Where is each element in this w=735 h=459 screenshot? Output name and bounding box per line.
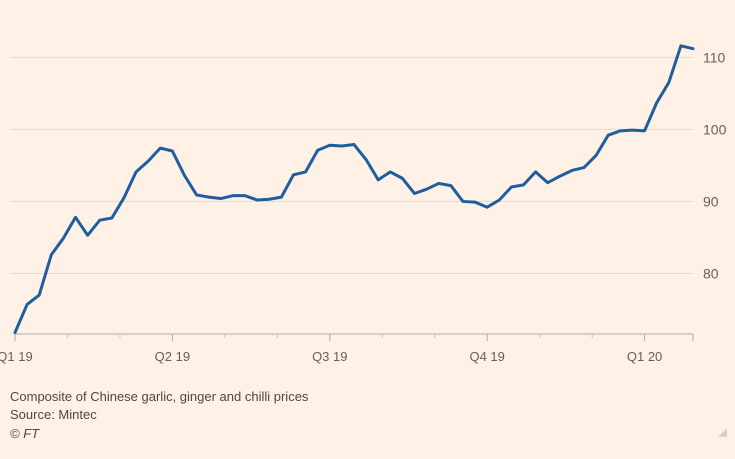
x-tick-label: Q1 19: [0, 349, 33, 364]
series-line: [13, 44, 695, 335]
series-layer: [13, 44, 695, 335]
x-tick-label: Q1 20: [627, 349, 662, 364]
chart-source: Source: Mintec: [10, 407, 97, 422]
chart-footnote: Composite of Chinese garlic, ginger and …: [10, 389, 309, 404]
resize-corner-icon: [718, 428, 727, 437]
line-chart: 80 90 100 110 Q1 19 Q2 19 Q3 19 Q4 19 Q1 20: [0, 44, 727, 364]
x-tick-label: Q2 19: [155, 349, 190, 364]
x-tick-label: Q3 19: [312, 349, 347, 364]
y-axis-ticks: 80 90 100 110: [703, 49, 727, 281]
x-axis: Q1 19 Q2 19 Q3 19 Q4 19 Q1 20: [0, 333, 694, 364]
ft-credit: © FT: [10, 426, 40, 441]
y-tick-label: 80: [703, 265, 719, 281]
y-tick-label: 90: [703, 193, 719, 209]
y-tick-label: 100: [703, 121, 727, 137]
gridlines: [10, 56, 693, 274]
x-tick-label: Q4 19: [469, 349, 504, 364]
y-tick-label: 110: [703, 49, 726, 65]
